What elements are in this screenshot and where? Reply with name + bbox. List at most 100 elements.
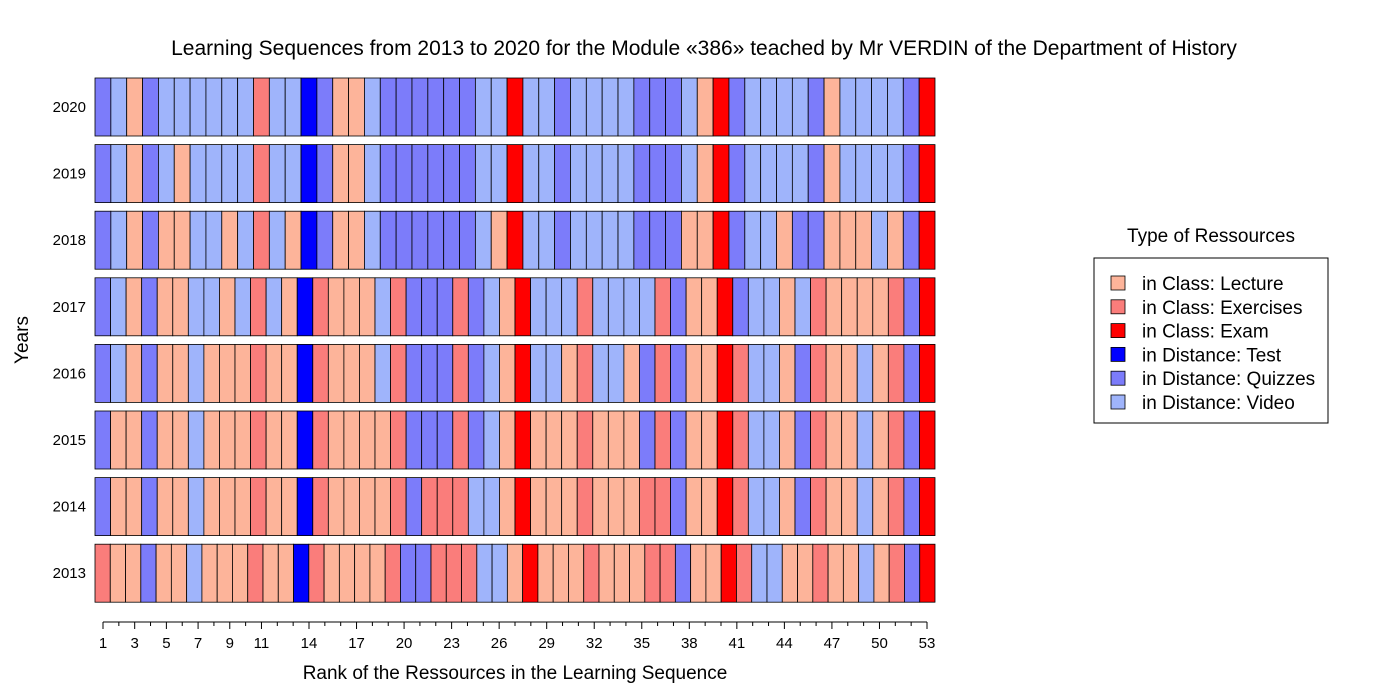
sequence-cell: [856, 343, 874, 403]
sequence-cell: [443, 144, 460, 204]
sequence-cell: [474, 77, 492, 137]
sequence-cell: [887, 144, 904, 204]
y-tick-label: 2017: [53, 299, 86, 316]
sequence-cell: [293, 543, 310, 603]
sequence-cell: [576, 277, 594, 337]
sequence-cell: [839, 77, 857, 137]
sequence-cell: [592, 477, 609, 537]
sequence-cell: [522, 543, 539, 603]
sequence-cell: [766, 543, 783, 603]
sequence-cell: [644, 543, 661, 603]
sequence-cell: [436, 277, 454, 337]
sequence-cell: [232, 543, 249, 603]
sequence-cell: [530, 343, 547, 403]
sequence-cell: [607, 477, 625, 537]
y-tick-label: 2020: [53, 99, 86, 116]
sequence-cell: [374, 277, 391, 337]
legend-swatch: [1110, 299, 1126, 315]
sequence-cell: [592, 277, 609, 337]
sequence-cell: [506, 543, 524, 603]
sequence-cell: [268, 144, 286, 204]
sequence-cell: [538, 144, 556, 204]
sequence-cell: [545, 343, 563, 403]
sequence-row-2013: [94, 543, 936, 603]
sequence-cell: [452, 343, 469, 403]
legend-label: in Distance: Quizzes: [1142, 369, 1315, 390]
sequence-cell: [690, 543, 707, 603]
sequence-cell: [744, 77, 762, 137]
sequence-cell: [343, 277, 360, 337]
y-tick-label: 2013: [53, 565, 86, 582]
sequence-cell: [685, 477, 703, 537]
sequence-cell: [253, 144, 270, 204]
sequence-cell: [712, 77, 730, 137]
sequence-row-2016: [94, 343, 936, 403]
sequence-cell: [810, 477, 827, 537]
sequence-cell: [665, 144, 682, 204]
sequence-row-2017: [94, 277, 936, 337]
sequence-cell: [173, 77, 191, 137]
sequence-cell: [203, 343, 220, 403]
sequence-cell: [109, 543, 126, 603]
sequence-cell: [872, 277, 889, 337]
sequence-cell: [856, 477, 874, 537]
sequence-cell: [237, 144, 254, 204]
legend-swatch: [1110, 323, 1126, 339]
sequence-cell: [576, 477, 594, 537]
sequence-cell: [405, 410, 423, 470]
sequence-cell: [221, 210, 239, 270]
x-tick-label: 29: [538, 635, 555, 652]
sequence-cell: [201, 543, 218, 603]
sequence-cell: [522, 210, 540, 270]
y-tick-label: 2015: [53, 432, 86, 449]
sequence-cell: [327, 343, 345, 403]
sequence-cell: [649, 144, 666, 204]
sequence-cell: [359, 277, 376, 337]
sequence-cell: [696, 144, 714, 204]
sequence-cell: [685, 410, 703, 470]
sequence-cell: [142, 144, 159, 204]
sequence-cell: [763, 410, 780, 470]
sequence-cell: [530, 477, 547, 537]
sequence-cell: [776, 77, 793, 137]
sequence-cell: [903, 477, 920, 537]
x-tick-label: 9: [226, 635, 234, 652]
sequence-cell: [483, 410, 500, 470]
sequence-cell: [561, 477, 578, 537]
legend-label: in Distance: Test: [1142, 345, 1282, 366]
sequence-cell: [807, 210, 825, 270]
sequence-cell: [858, 543, 875, 603]
x-tick-label: 7: [194, 635, 202, 652]
sequence-cell: [262, 543, 279, 603]
sequence-cell: [760, 144, 777, 204]
sequence-cell: [812, 543, 829, 603]
sequence-cell: [436, 343, 454, 403]
sequence-cell: [629, 543, 646, 603]
sequence-cell: [499, 477, 516, 537]
sequence-cell: [872, 410, 889, 470]
sequence-cell: [623, 410, 640, 470]
sequence-cell: [452, 477, 469, 537]
sequence-cell: [483, 477, 500, 537]
sequence-cell: [284, 77, 302, 137]
sequence-cell: [720, 543, 737, 603]
sequence-cell: [474, 144, 492, 204]
sequence-cell: [576, 410, 594, 470]
x-tick-label: 53: [919, 635, 936, 652]
sequence-cell: [459, 77, 476, 137]
sequence-cell: [842, 543, 860, 603]
sequence-cell: [237, 210, 254, 270]
sequence-cell: [265, 277, 283, 337]
legend-swatch: [1110, 275, 1126, 291]
sequence-cell: [639, 343, 656, 403]
sequence-cell: [712, 144, 730, 204]
sequence-cell: [514, 277, 531, 337]
sequence-cell: [110, 144, 128, 204]
sequence-cell: [443, 77, 460, 137]
sequence-cell: [827, 543, 844, 603]
sequence-cell: [234, 410, 251, 470]
sequence-cell: [141, 477, 158, 537]
sequence-cell: [639, 477, 656, 537]
sequence-cell: [530, 410, 547, 470]
